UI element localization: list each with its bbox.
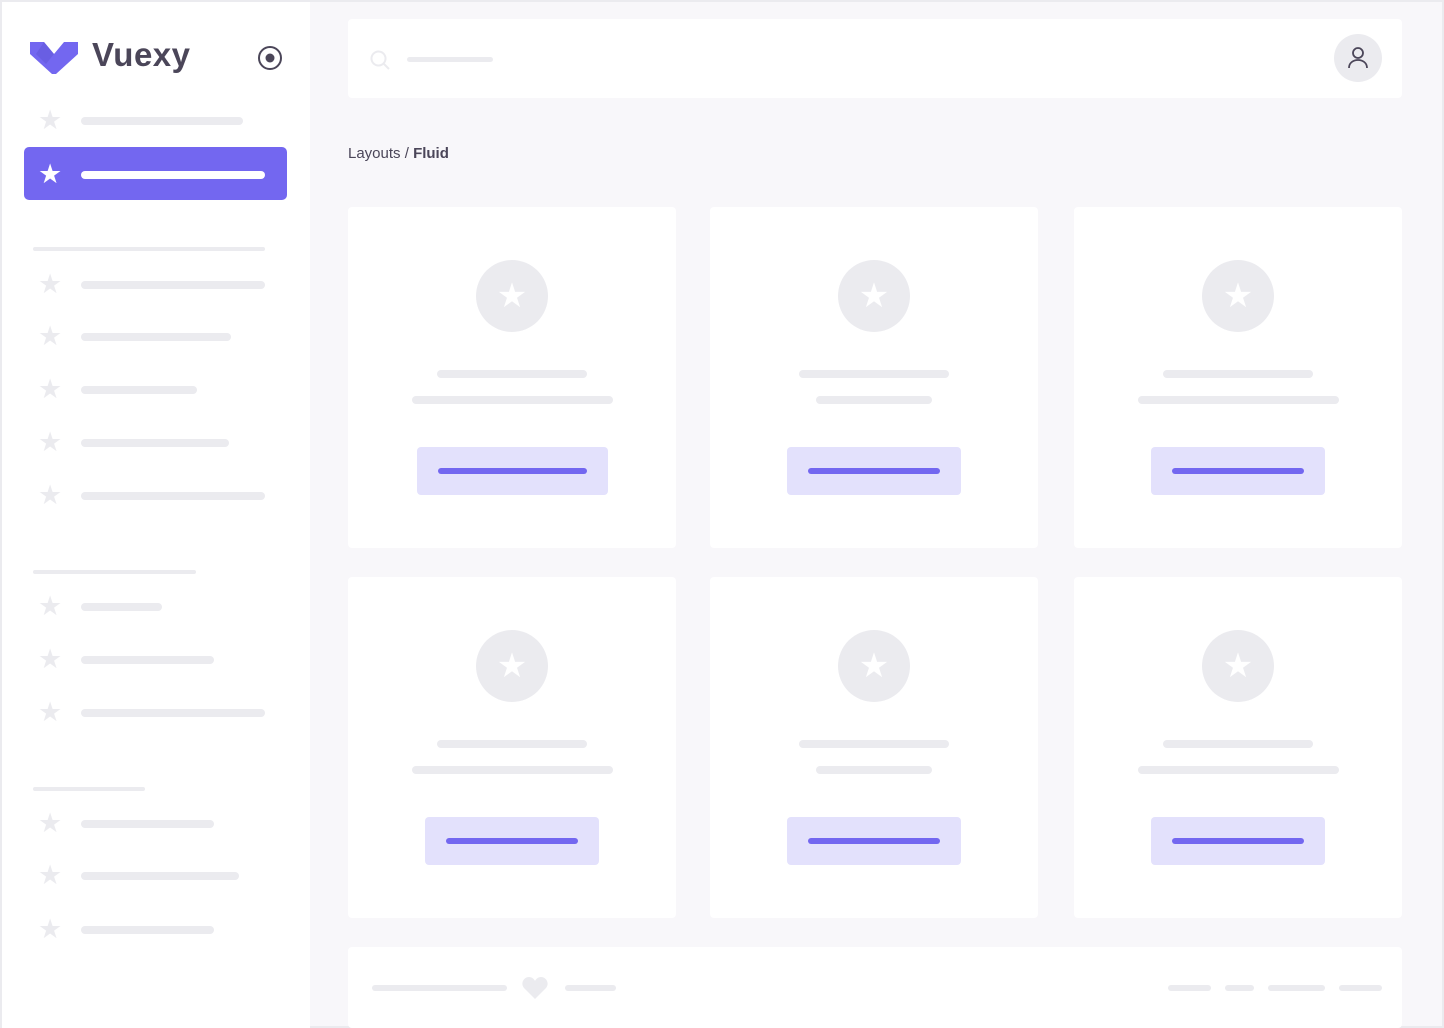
star-icon: ★ xyxy=(38,914,63,944)
sidebar-section-header xyxy=(33,247,265,251)
star-icon: ★ xyxy=(38,269,63,299)
card-text xyxy=(411,766,613,774)
star-icon: ★ xyxy=(38,427,63,457)
vuexy-logo-icon xyxy=(30,42,78,74)
card-text xyxy=(1137,766,1339,774)
footer-text xyxy=(372,985,507,991)
user-icon xyxy=(1348,47,1368,69)
sidebar: Vuexy ★ ★ ★ ★ ★ ★ ★ ★ ★ ★ ★ ★ ★ xyxy=(2,2,310,1028)
search-icon[interactable] xyxy=(370,50,390,70)
star-icon: ★ xyxy=(476,260,548,332)
content-card: ★ xyxy=(710,207,1038,548)
card-text xyxy=(411,396,613,404)
sidebar-item[interactable] xyxy=(81,926,214,934)
user-avatar[interactable] xyxy=(1334,34,1382,82)
card-text xyxy=(816,396,932,404)
star-icon: ★ xyxy=(838,260,910,332)
card-button[interactable] xyxy=(787,817,961,865)
content-card: ★ xyxy=(1074,207,1402,548)
sidebar-section-header xyxy=(33,570,196,574)
breadcrumb-separator: / xyxy=(400,145,414,162)
breadcrumb: Layouts / Fluid xyxy=(348,145,449,162)
footer-link[interactable] xyxy=(1168,985,1211,991)
star-icon: ★ xyxy=(38,644,63,674)
sidebar-toggle-icon[interactable] xyxy=(257,45,283,71)
star-icon: ★ xyxy=(38,159,63,189)
sidebar-item[interactable] xyxy=(81,281,265,289)
card-title xyxy=(437,370,587,378)
star-icon: ★ xyxy=(38,697,63,727)
content-card: ★ xyxy=(348,207,676,548)
card-button[interactable] xyxy=(1151,447,1325,495)
breadcrumb-parent[interactable]: Layouts xyxy=(348,145,401,162)
sidebar-item[interactable] xyxy=(81,603,162,611)
card-button[interactable] xyxy=(787,447,961,495)
star-icon: ★ xyxy=(38,480,63,510)
sidebar-item[interactable] xyxy=(81,492,265,500)
footer-link[interactable] xyxy=(1339,985,1382,991)
star-icon: ★ xyxy=(1202,260,1274,332)
card-button[interactable] xyxy=(425,817,599,865)
star-icon: ★ xyxy=(38,860,63,890)
sidebar-item[interactable] xyxy=(81,820,214,828)
sidebar-item-active-label[interactable] xyxy=(81,171,265,179)
brand-name: Vuexy xyxy=(92,36,191,73)
card-button[interactable] xyxy=(1151,817,1325,865)
sidebar-item[interactable] xyxy=(81,656,214,664)
star-icon: ★ xyxy=(38,321,63,351)
sidebar-item[interactable] xyxy=(81,117,243,125)
content-card: ★ xyxy=(710,577,1038,918)
sidebar-item[interactable] xyxy=(81,709,265,717)
card-title xyxy=(1163,370,1313,378)
star-icon: ★ xyxy=(838,630,910,702)
star-icon: ★ xyxy=(1202,630,1274,702)
content-card: ★ xyxy=(1074,577,1402,918)
card-text xyxy=(1137,396,1339,404)
card-title xyxy=(437,740,587,748)
star-icon: ★ xyxy=(38,808,63,838)
star-icon: ★ xyxy=(476,630,548,702)
footer xyxy=(348,947,1402,1028)
card-title xyxy=(1163,740,1313,748)
card-title xyxy=(799,370,949,378)
footer-link[interactable] xyxy=(1225,985,1254,991)
top-navbar xyxy=(348,19,1402,98)
star-icon: ★ xyxy=(38,374,63,404)
star-icon: ★ xyxy=(38,591,63,621)
footer-link[interactable] xyxy=(1268,985,1325,991)
card-button[interactable] xyxy=(416,447,608,495)
sidebar-item[interactable] xyxy=(81,439,229,447)
search-input[interactable] xyxy=(407,57,493,62)
sidebar-item[interactable] xyxy=(81,872,239,880)
card-text xyxy=(816,766,932,774)
footer-text xyxy=(565,985,616,991)
breadcrumb-current: Fluid xyxy=(413,145,449,162)
heart-icon xyxy=(522,977,548,999)
card-title xyxy=(799,740,949,748)
content-card: ★ xyxy=(348,577,676,918)
sidebar-item[interactable] xyxy=(81,333,231,341)
sidebar-item[interactable] xyxy=(81,386,197,394)
sidebar-section-header xyxy=(33,787,145,791)
star-icon: ★ xyxy=(38,105,63,135)
